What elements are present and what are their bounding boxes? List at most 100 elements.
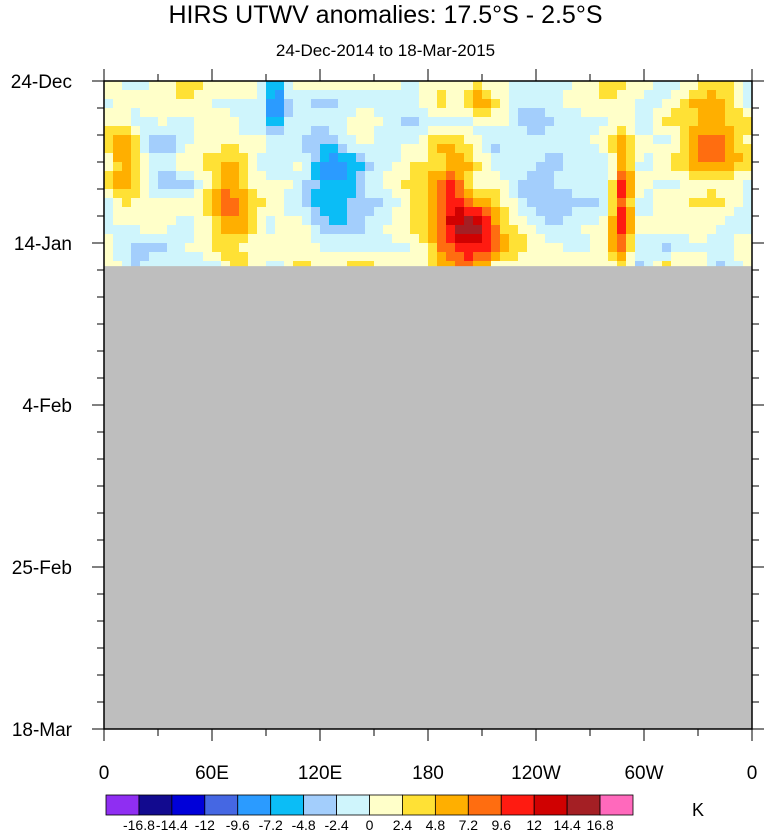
field-cell	[653, 99, 663, 109]
field-cell	[329, 252, 339, 262]
field-cell	[194, 171, 204, 181]
field-cell	[383, 108, 393, 118]
field-cell	[572, 135, 582, 145]
field-cell	[617, 99, 627, 109]
field-cell	[635, 171, 645, 181]
field-cell	[599, 81, 609, 91]
field-cell	[617, 225, 627, 235]
field-cell	[221, 162, 231, 172]
field-cell	[140, 117, 150, 127]
field-cell	[374, 99, 384, 109]
field-cell	[194, 99, 204, 109]
field-cell	[158, 153, 168, 163]
field-cell	[662, 135, 672, 145]
colorbar-box	[237, 794, 272, 816]
field-cell	[707, 225, 717, 235]
field-cell	[122, 207, 132, 217]
x-axis: 0 60E 120E 180 120W 60W 0	[99, 69, 758, 784]
field-cell	[302, 198, 312, 208]
field-cell	[113, 81, 123, 91]
field-cell	[437, 234, 447, 244]
field-cell	[347, 81, 357, 91]
field-cell	[239, 99, 249, 109]
field-cell	[725, 180, 735, 190]
field-cell	[545, 243, 555, 253]
field-cell	[680, 189, 690, 199]
field-cell	[374, 162, 384, 172]
field-cell	[725, 198, 735, 208]
field-cell	[662, 162, 672, 172]
field-cell	[527, 261, 537, 267]
missing-data-region	[104, 266, 752, 729]
field-cell	[365, 225, 375, 235]
field-cell	[599, 243, 609, 253]
field-cell	[500, 117, 510, 127]
field-cell	[734, 189, 744, 199]
field-cell	[617, 252, 627, 262]
field-cell	[374, 153, 384, 163]
x-tick-label: 0	[747, 763, 758, 784]
field-cell	[464, 207, 474, 217]
field-cell	[149, 81, 159, 91]
field-cell	[365, 81, 375, 91]
field-cell	[509, 198, 519, 208]
field-cell	[185, 108, 195, 118]
field-cell	[635, 243, 645, 253]
field-cell	[581, 180, 591, 190]
field-cell	[347, 261, 357, 267]
field-cell	[266, 180, 276, 190]
field-cell	[698, 252, 708, 262]
field-cell	[275, 198, 285, 208]
field-cell	[509, 216, 519, 226]
field-cell	[248, 126, 258, 136]
field-cell	[653, 171, 663, 181]
field-cell	[545, 162, 555, 172]
field-cell	[140, 198, 150, 208]
field-cell	[392, 243, 402, 253]
field-cell	[383, 198, 393, 208]
field-cell	[293, 144, 303, 154]
field-cell	[275, 216, 285, 226]
field-cell	[581, 198, 591, 208]
x-tick-label: 0	[99, 763, 110, 784]
field-cell	[383, 81, 393, 91]
field-cell	[212, 153, 222, 163]
field-cell	[311, 81, 321, 91]
field-cell	[230, 252, 240, 262]
field-cell	[104, 81, 114, 91]
field-cell	[707, 144, 717, 154]
field-cell	[482, 198, 492, 208]
field-cell	[158, 162, 168, 172]
field-cell	[320, 108, 330, 118]
field-cell	[437, 90, 447, 100]
field-cell	[680, 234, 690, 244]
field-cell	[176, 261, 186, 267]
field-cell	[122, 108, 132, 118]
field-cell	[527, 216, 537, 226]
field-cell	[176, 171, 186, 181]
field-cell	[689, 180, 699, 190]
field-cell	[365, 216, 375, 226]
field-cell	[203, 216, 213, 226]
field-cell	[446, 153, 456, 163]
field-cell	[383, 207, 393, 217]
field-cell	[140, 225, 150, 235]
field-cell	[365, 162, 375, 172]
field-cell	[383, 117, 393, 127]
field-cell	[275, 135, 285, 145]
colorbar-label: -4.8	[292, 817, 316, 830]
field-cell	[284, 135, 294, 145]
field-cell	[167, 162, 177, 172]
field-cell	[212, 81, 222, 91]
field-cell	[257, 243, 267, 253]
field-cell	[626, 198, 636, 208]
field-cell	[383, 252, 393, 262]
field-cell	[725, 108, 735, 118]
field-cell	[644, 135, 654, 145]
field-cell	[176, 234, 186, 244]
field-cell	[230, 261, 240, 267]
field-cell	[338, 117, 348, 127]
field-cell	[671, 135, 681, 145]
field-cell	[419, 117, 429, 127]
field-cell	[698, 207, 708, 217]
